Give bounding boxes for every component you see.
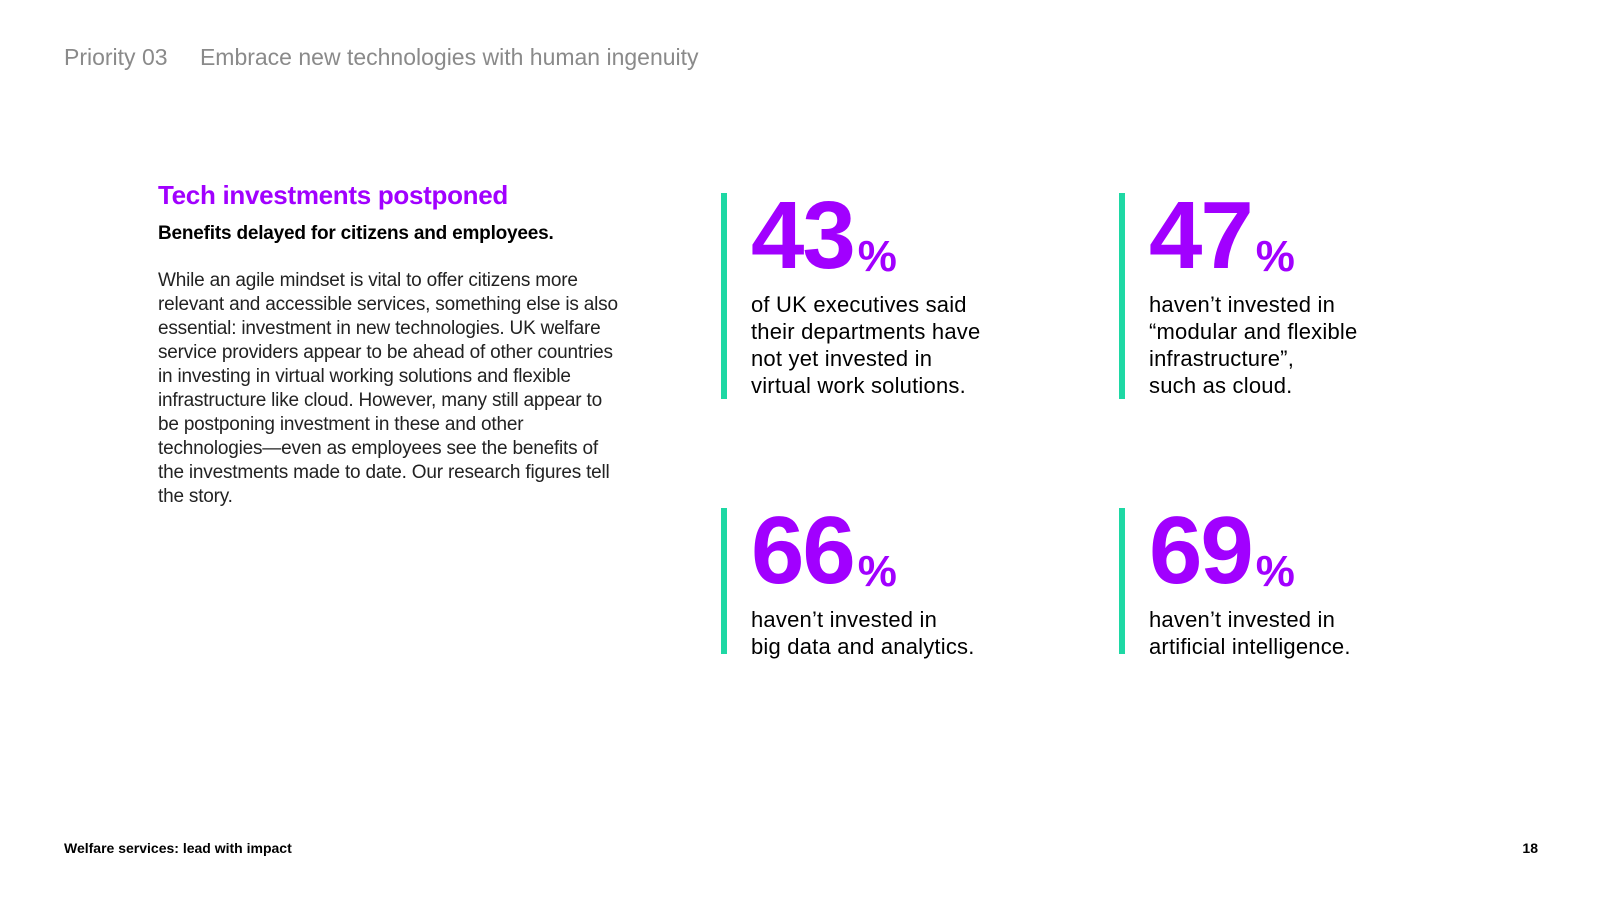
section-body: While an agile mindset is vital to offer… xyxy=(158,270,618,507)
stat-value: 47 xyxy=(1149,182,1254,289)
section-title: Tech investments postponed xyxy=(158,180,508,210)
stat-card-big-data: 66 % haven’t invested in big data and an… xyxy=(721,497,975,659)
stat-unit: % xyxy=(857,547,897,596)
stat-card-ai: 69 % haven’t invested in artificial inte… xyxy=(1119,497,1351,659)
stat-description: of UK executives said their departments … xyxy=(751,292,981,398)
stat-card-infrastructure: 47 % haven’t invested in “modular and fl… xyxy=(1119,182,1358,399)
page-number: 18 xyxy=(1522,840,1538,856)
stat-unit: % xyxy=(857,232,897,281)
section-subtitle: Benefits delayed for citizens and employ… xyxy=(158,223,554,244)
page-header: Priority 03 Embrace new technologies wit… xyxy=(64,44,699,71)
priority-label: Priority 03 xyxy=(64,44,168,70)
stat-value: 43 xyxy=(751,182,856,289)
stat-value: 69 xyxy=(1149,497,1254,604)
stat-description: haven’t invested in “modular and flexibl… xyxy=(1149,292,1358,398)
footer-title: Welfare services: lead with impact xyxy=(64,840,292,856)
priority-heading: Embrace new technologies with human inge… xyxy=(199,44,699,70)
stat-unit: % xyxy=(1255,547,1295,596)
stat-card-virtual-work: 43 % of UK executives said their departm… xyxy=(721,182,981,399)
intro-section: Tech investments postponed Benefits dela… xyxy=(158,180,618,509)
stat-unit: % xyxy=(1255,232,1295,281)
stat-value: 66 xyxy=(751,497,856,604)
stat-description: haven’t invested in big data and analyti… xyxy=(751,607,975,659)
stat-description: haven’t invested in artificial intellige… xyxy=(1149,607,1351,659)
